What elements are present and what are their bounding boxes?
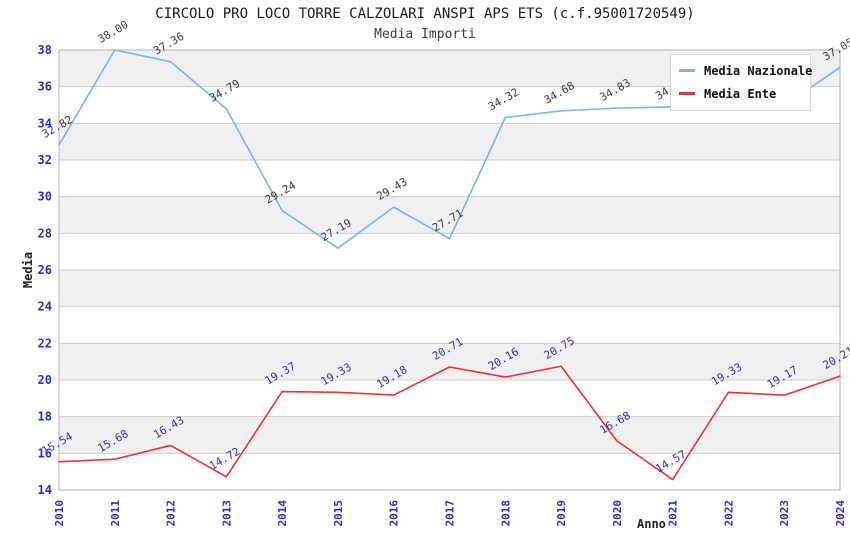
y-tick-label: 38: [38, 43, 52, 57]
x-tick-label: 2011: [109, 500, 122, 527]
y-tick-label: 26: [38, 263, 52, 277]
x-axis-title: Anno: [637, 517, 666, 531]
x-tick-label: 2023: [778, 500, 791, 527]
y-axis-title: Media: [21, 251, 35, 289]
plot-band: [59, 123, 840, 160]
plot-border: [58, 49, 841, 491]
x-tick-labels: 2010 2011 2012 2013 2014 2015 2016 2017 2018 2019…: [53, 500, 847, 527]
legend-item-media-nazionale: Media Nazionale: [679, 62, 812, 79]
x-tick-label: 2013: [220, 500, 233, 527]
y-tick-label: 16: [38, 446, 52, 460]
y-tick-label: 14: [38, 483, 52, 497]
y-tick-label: 24: [38, 300, 52, 314]
x-tick-label: 2016: [388, 500, 401, 527]
x-tick-label: 2022: [722, 500, 735, 527]
y-tick-label: 22: [38, 336, 52, 350]
chart-title: CIRCOLO PRO LOCO TORRE CALZOLARI ANSPI A…: [155, 6, 695, 22]
x-tick-label: 2010: [53, 500, 66, 527]
legend-item-media-ente: Media Ente: [679, 85, 802, 102]
y-tick-labels: 14 16 18 20 22 24 26 28 30 32 34 36 38: [38, 43, 52, 497]
legend-swatch-blue-line-icon: [679, 69, 695, 72]
y-tick-label: 34: [38, 116, 52, 130]
plot-band: [59, 270, 840, 307]
y-tick-label: 28: [38, 226, 52, 240]
x-tick-label: 2024: [834, 500, 847, 527]
x-tick-label: 2020: [611, 500, 624, 527]
series-line-media-ente: [58, 365, 841, 481]
x-tick-label: 2014: [276, 500, 289, 527]
legend-label: Media Nazionale: [704, 63, 813, 78]
data-point-label: 34.32: [486, 86, 521, 114]
y-tick-label: 20: [38, 373, 52, 387]
x-tick-label: 2021: [667, 500, 680, 527]
plot-band: [59, 343, 840, 380]
plot-band: [59, 196, 840, 234]
chart-subtitle: Media Importi: [374, 27, 476, 42]
y-tick-label: 32: [38, 153, 52, 167]
legend-swatch-red-line-icon: [679, 92, 695, 95]
x-tick-label: 2015: [332, 500, 345, 527]
plot-bands: [59, 50, 840, 454]
legend: Media Nazionale Media Ente: [670, 54, 812, 111]
x-tick-label: 2018: [499, 500, 512, 527]
y-tick-label: 30: [38, 190, 52, 204]
legend-label: Media Ente: [704, 86, 777, 101]
x-tick-label: 2019: [555, 500, 568, 527]
x-tick-label: 2017: [444, 500, 457, 527]
y-tick-label: 36: [38, 80, 52, 94]
x-tick-label: 2012: [165, 500, 178, 527]
y-tick-label: 18: [38, 410, 52, 424]
